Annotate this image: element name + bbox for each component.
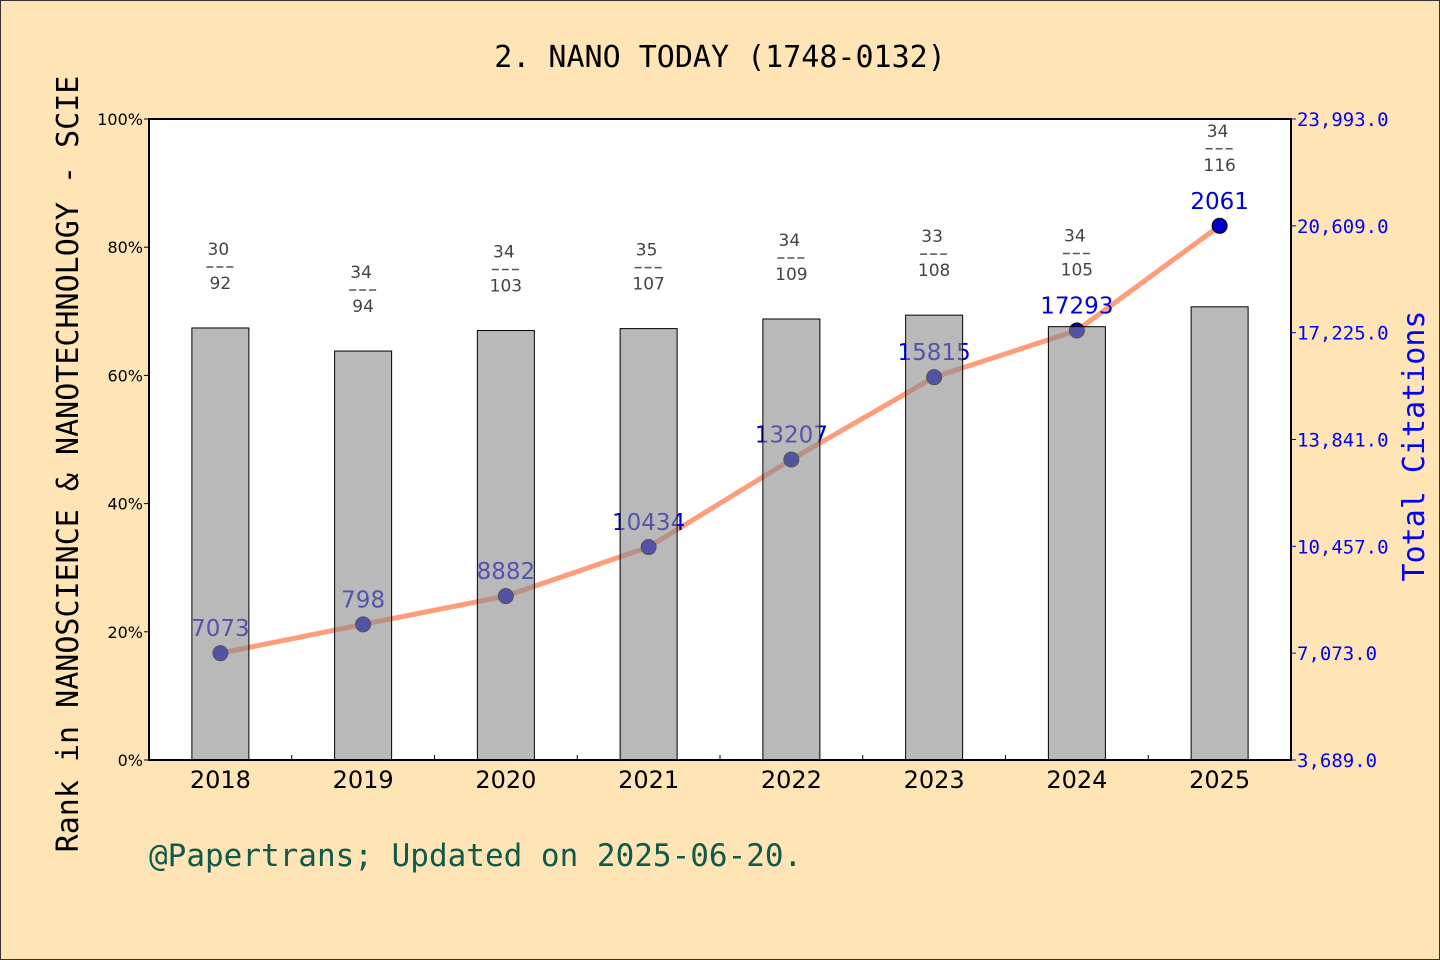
rank-label: 34 xyxy=(1207,122,1229,142)
y2-tick-label: 10,457.0 xyxy=(1297,536,1389,558)
rank-bar xyxy=(1047,326,1106,761)
citations-label: 17293 xyxy=(1040,294,1113,320)
rank-bar xyxy=(619,328,678,761)
y2-tick-label: 3,689.0 xyxy=(1297,750,1377,772)
y-tick-label: 0% xyxy=(118,751,143,770)
total-label: 109 xyxy=(775,265,807,285)
total-label: 108 xyxy=(918,261,950,281)
x-tick-label: 2020 xyxy=(475,766,536,794)
x-tick-label: 2022 xyxy=(761,766,822,794)
y2-tick-label: 17,225.0 xyxy=(1297,323,1389,345)
y-tick-label: 20% xyxy=(107,623,143,642)
rank-label: 34 xyxy=(1064,227,1086,247)
footer-note: @Papertrans; Updated on 2025-06-20. xyxy=(149,838,802,874)
y-tick-label: 80% xyxy=(107,238,143,257)
rank-label: 34 xyxy=(779,231,801,251)
y-tick-label: 60% xyxy=(107,366,143,385)
x-tick-label: 2024 xyxy=(1046,766,1107,794)
x-tick-label: 2023 xyxy=(904,766,965,794)
total-label: 116 xyxy=(1203,156,1235,176)
rank-bar xyxy=(762,318,821,761)
y2-tick-label: 23,993.0 xyxy=(1297,109,1389,131)
y-axis-label: Rank in NANOSCIENCE & NANOTECHNOLOGY - S… xyxy=(51,76,86,853)
x-tick-label: 2025 xyxy=(1189,766,1250,794)
total-label: 94 xyxy=(352,297,374,317)
rank-label: 33 xyxy=(921,227,943,247)
y2-tick-label: 13,841.0 xyxy=(1297,430,1389,452)
rank-bar xyxy=(476,330,535,761)
rank-bar xyxy=(334,350,393,761)
rank-label: 30 xyxy=(208,240,230,260)
rank-bar xyxy=(905,314,964,761)
citations-label: 2061 xyxy=(1190,189,1249,215)
citations-point xyxy=(1211,217,1228,234)
plot-area xyxy=(149,119,1291,760)
rank-label: 35 xyxy=(636,241,658,261)
y-tick-label: 100% xyxy=(97,110,143,129)
x-tick-label: 2018 xyxy=(190,766,251,794)
rank-label: 34 xyxy=(493,243,515,263)
x-tick-label: 2019 xyxy=(333,766,394,794)
y-tick-label: 40% xyxy=(107,495,143,514)
chart-title: 2. NANO TODAY (1748-0132) xyxy=(494,40,946,75)
rank-bar xyxy=(1190,306,1249,761)
x-tick-label: 2021 xyxy=(618,766,679,794)
y2-axis-label: Total Citations xyxy=(1397,311,1432,582)
total-label: 103 xyxy=(490,277,522,297)
y2-tick-label: 20,609.0 xyxy=(1297,216,1389,238)
y2-tick-label: 7,073.0 xyxy=(1297,643,1377,665)
total-label: 107 xyxy=(632,275,664,295)
total-label: 105 xyxy=(1061,261,1093,281)
rank-bar xyxy=(191,327,250,761)
rank-label: 34 xyxy=(350,263,372,283)
total-label: 92 xyxy=(210,274,232,294)
